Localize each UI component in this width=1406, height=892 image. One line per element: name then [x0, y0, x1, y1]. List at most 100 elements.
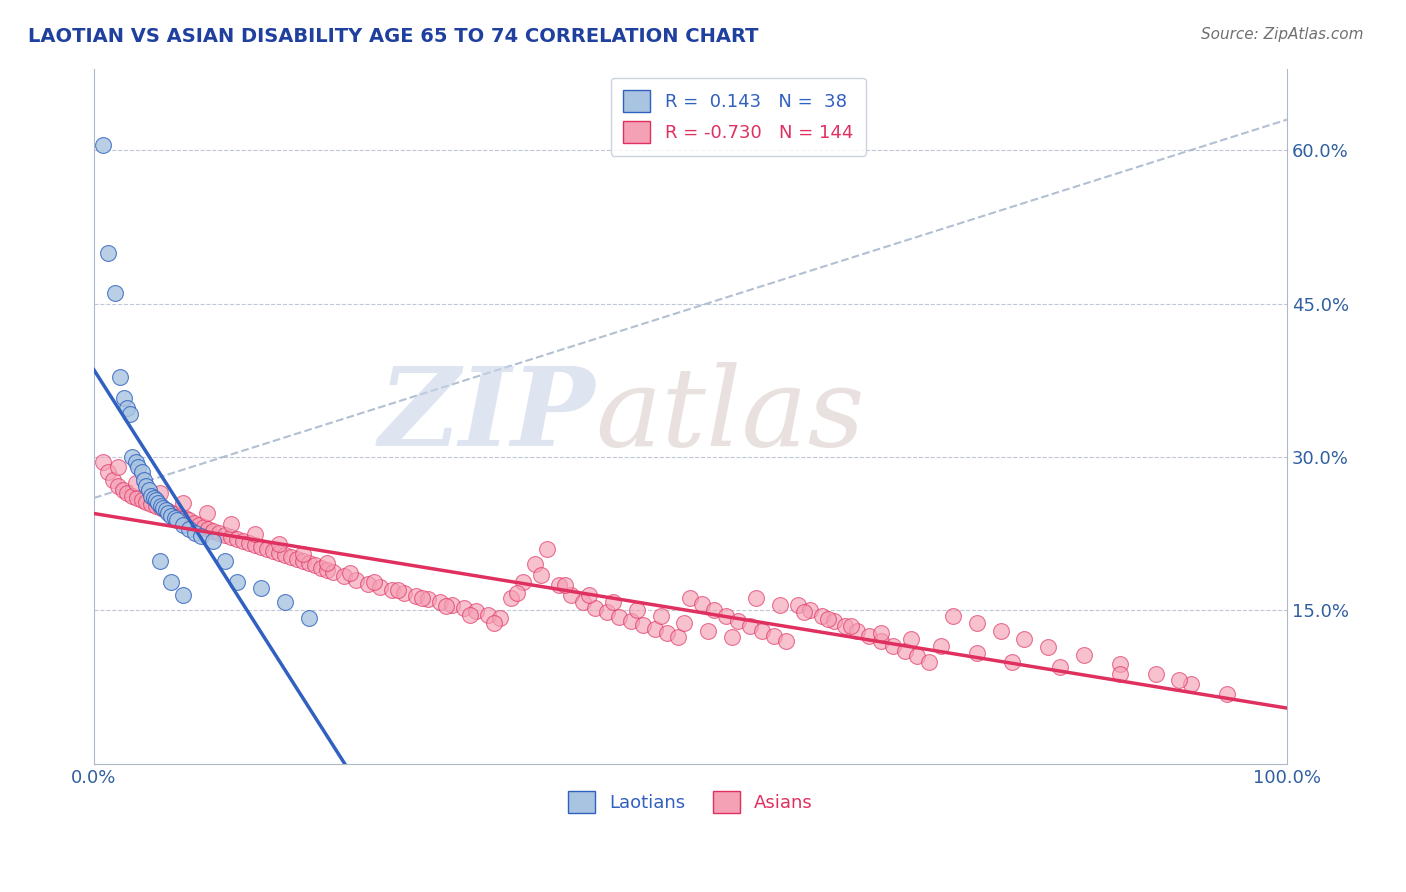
Point: [166, 513, 188, 527]
Point: [823, 614, 845, 628]
Point: [208, 525, 231, 540]
Point: [762, 629, 785, 643]
Point: [226, 532, 249, 546]
Point: [846, 624, 869, 638]
Point: [145, 493, 167, 508]
Point: [905, 649, 928, 664]
Point: [745, 591, 768, 606]
Point: [578, 588, 600, 602]
Point: [202, 524, 225, 538]
Point: [488, 610, 510, 624]
Point: [141, 489, 163, 503]
Point: [572, 595, 595, 609]
Point: [285, 552, 308, 566]
Point: [262, 544, 284, 558]
Point: [799, 603, 821, 617]
Point: [160, 509, 183, 524]
Point: [107, 479, 129, 493]
Point: [97, 466, 120, 480]
Point: [727, 614, 749, 628]
Point: [280, 550, 302, 565]
Point: [163, 511, 186, 525]
Point: [1014, 632, 1036, 646]
Point: [183, 516, 205, 530]
Point: [163, 508, 186, 522]
Point: [155, 503, 177, 517]
Point: [118, 407, 141, 421]
Point: [966, 647, 988, 661]
Point: [631, 617, 654, 632]
Point: [1001, 655, 1024, 669]
Point: [125, 491, 148, 505]
Point: [1216, 687, 1239, 701]
Point: [721, 630, 744, 644]
Point: [179, 513, 201, 527]
Point: [1108, 657, 1130, 671]
Point: [93, 455, 115, 469]
Point: [117, 486, 139, 500]
Point: [156, 506, 179, 520]
Point: [644, 622, 666, 636]
Point: [149, 499, 172, 513]
Point: [668, 630, 690, 644]
Point: [298, 557, 321, 571]
Point: [184, 525, 207, 540]
Point: [1168, 673, 1191, 687]
Point: [990, 624, 1012, 638]
Point: [187, 517, 209, 532]
Point: [125, 475, 148, 490]
Point: [554, 578, 576, 592]
Point: [226, 574, 249, 589]
Point: [274, 595, 297, 609]
Point: [108, 370, 131, 384]
Point: [966, 615, 988, 630]
Point: [142, 491, 165, 505]
Point: [1108, 666, 1130, 681]
Point: [111, 483, 134, 497]
Point: [274, 548, 297, 562]
Point: [882, 639, 904, 653]
Text: Source: ZipAtlas.com: Source: ZipAtlas.com: [1201, 27, 1364, 42]
Point: [107, 460, 129, 475]
Point: [291, 554, 314, 568]
Point: [381, 582, 404, 597]
Point: [172, 588, 194, 602]
Point: [131, 493, 153, 508]
Point: [548, 578, 571, 592]
Point: [172, 496, 194, 510]
Point: [769, 599, 792, 613]
Point: [650, 608, 672, 623]
Point: [679, 591, 702, 606]
Point: [1144, 666, 1167, 681]
Point: [173, 511, 195, 525]
Point: [602, 595, 624, 609]
Text: ZIP: ZIP: [378, 362, 595, 470]
Point: [195, 506, 218, 520]
Point: [190, 529, 212, 543]
Point: [135, 479, 157, 493]
Point: [1038, 640, 1060, 655]
Point: [333, 568, 356, 582]
Point: [315, 563, 337, 577]
Point: [256, 542, 278, 557]
Point: [918, 655, 941, 669]
Point: [387, 582, 409, 597]
Point: [93, 138, 115, 153]
Point: [751, 624, 773, 638]
Point: [131, 466, 153, 480]
Point: [291, 547, 314, 561]
Point: [160, 574, 183, 589]
Point: [127, 460, 149, 475]
Point: [434, 599, 457, 614]
Point: [786, 599, 808, 613]
Point: [1073, 648, 1095, 663]
Point: [155, 503, 177, 517]
Point: [214, 528, 236, 542]
Point: [411, 591, 433, 606]
Point: [536, 542, 558, 557]
Point: [655, 626, 678, 640]
Point: [193, 519, 215, 533]
Point: [392, 586, 415, 600]
Point: [697, 624, 720, 638]
Point: [145, 499, 167, 513]
